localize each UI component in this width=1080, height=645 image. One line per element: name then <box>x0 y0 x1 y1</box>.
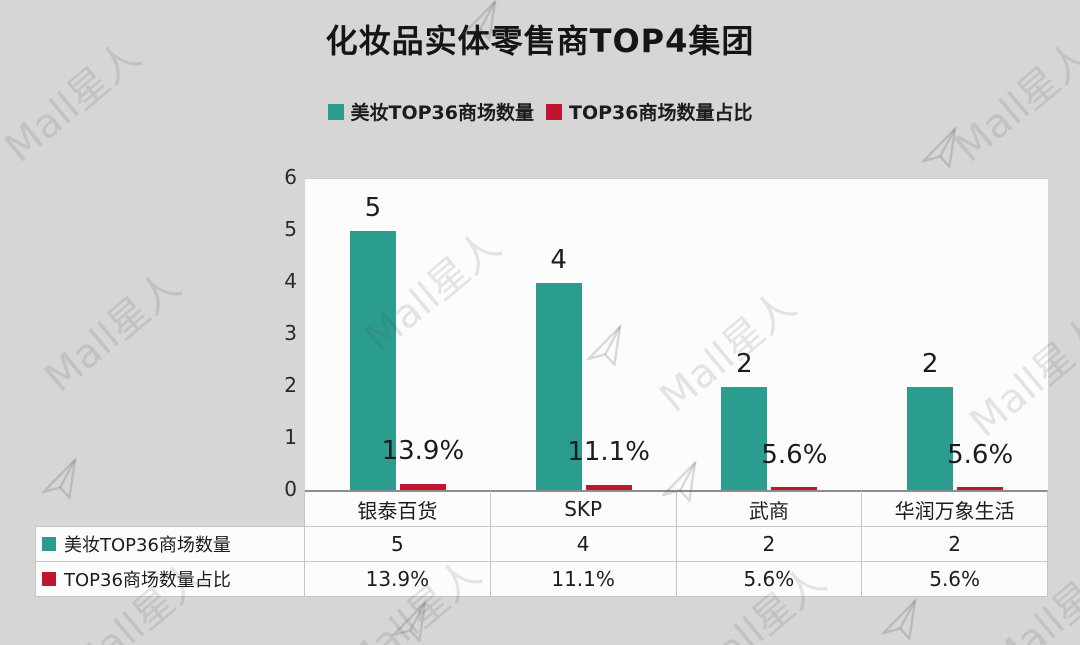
data-table: 银泰百货 SKP 武商 华润万象生活 美妆TOP36商场数量 5 4 2 2 TOP36商场数量占… <box>35 490 1048 597</box>
plot-area: 5 13.9% 4 11.1% 2 5.6% 2 5.6% <box>305 178 1048 491</box>
count-data-label: 2 <box>736 349 753 379</box>
paper-plane-icon <box>385 599 440 645</box>
table-cell: 5 <box>305 527 491 562</box>
count-bar <box>721 387 768 491</box>
row-header-swatch <box>42 572 56 586</box>
y-tick-label: 2 <box>284 373 297 397</box>
bar-group: 2 5.6% <box>677 179 863 491</box>
count-data-label: 5 <box>364 193 382 223</box>
legend-item-pct: TOP36商场数量占比 <box>546 98 752 125</box>
count-bar <box>535 283 582 491</box>
pct-bar <box>957 487 1004 491</box>
table-row-header: 美妆TOP36商场数量 <box>35 527 305 562</box>
table-cell: 5.6% <box>676 562 863 597</box>
count-data-label: 2 <box>921 349 939 379</box>
y-tick-label: 6 <box>284 165 297 189</box>
bar-group: 5 13.9% <box>305 179 491 491</box>
pct-data-label: 5.6% <box>947 440 1014 471</box>
legend: 美妆TOP36商场数量 TOP36商场数量占比 <box>0 98 1080 125</box>
row-header-label: TOP36商场数量占比 <box>64 570 231 591</box>
y-tick-label: 3 <box>284 321 297 345</box>
table-cell: 2 <box>676 527 863 562</box>
legend-label-count: 美妆TOP36商场数量 <box>350 102 534 124</box>
pct-bar <box>771 487 818 491</box>
category-cell: 银泰百货 <box>305 490 491 527</box>
legend-swatch-count <box>327 103 344 120</box>
table-cell: 4 <box>490 527 677 562</box>
watermark-text: Mall星人 <box>36 262 190 402</box>
table-cell: 5.6% <box>862 562 1048 597</box>
count-data-label: 4 <box>550 245 567 275</box>
pct-bar <box>585 485 632 491</box>
table-cell: 2 <box>862 527 1048 562</box>
category-cell: 华润万象生活 <box>862 490 1048 527</box>
table-cell: 11.1% <box>490 562 677 597</box>
legend-item-count: 美妆TOP36商场数量 <box>327 98 534 125</box>
legend-swatch-pct <box>546 103 562 120</box>
pct-data-label: 5.6% <box>761 440 828 471</box>
table-row-header: TOP36商场数量占比 <box>35 562 305 597</box>
category-cell: 武商 <box>676 490 863 527</box>
row-header-label: 美妆TOP36商场数量 <box>64 535 231 556</box>
paper-plane-icon <box>915 125 970 180</box>
paper-plane-icon <box>875 597 930 645</box>
table-cell: 13.9% <box>305 562 491 597</box>
legend-label-pct: TOP36商场数量占比 <box>569 102 753 124</box>
chart-title: 化妆品实体零售商TOP4集团 <box>325 22 755 60</box>
table-corner-cell <box>35 490 305 527</box>
count-bar <box>907 387 954 491</box>
row-header-swatch <box>42 537 56 551</box>
bar-group: 2 5.6% <box>862 179 1048 491</box>
pct-bar <box>399 483 446 491</box>
pct-data-label: 13.9% <box>381 435 465 466</box>
pct-data-label: 11.1% <box>567 437 650 468</box>
y-axis: 0 1 2 3 4 5 6 <box>255 165 297 501</box>
count-bar <box>349 231 396 491</box>
y-tick-label: 1 <box>284 425 297 449</box>
category-cell: SKP <box>490 490 677 527</box>
y-tick-label: 4 <box>284 269 297 293</box>
bar-group: 4 11.1% <box>491 179 677 491</box>
y-tick-label: 5 <box>284 217 297 241</box>
y-tick-label: 0 <box>284 477 297 501</box>
